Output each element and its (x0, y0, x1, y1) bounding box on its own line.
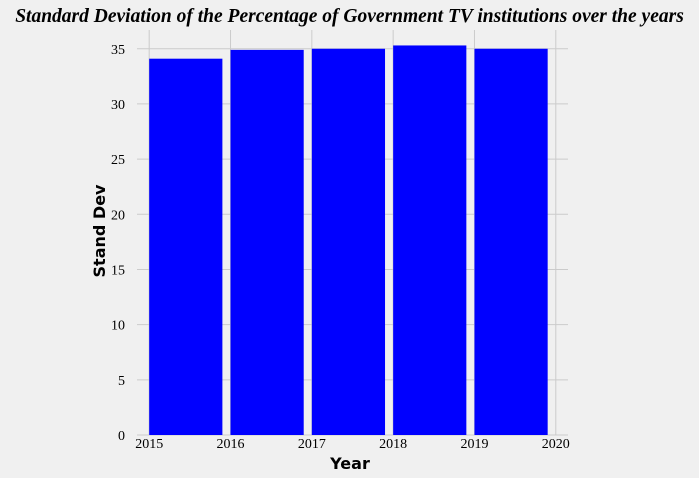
bar-2016 (230, 49, 304, 435)
y-tick-label: 25 (111, 153, 125, 168)
x-tick-labels: 2015 2016 2017 2018 2019 2020 (135, 437, 570, 452)
bar-2019 (474, 48, 548, 435)
bar-2017 (311, 48, 386, 435)
bar-2018 (393, 45, 467, 436)
x-tick-label: 2019 (460, 437, 488, 452)
y-tick-label: 20 (111, 208, 125, 223)
x-tick-label: 2018 (379, 437, 407, 452)
y-tick-label: 10 (111, 319, 125, 334)
chart-title: Standard Deviation of the Percentage of … (15, 6, 684, 27)
y-tick-label: 30 (111, 98, 125, 113)
y-tick-label: 15 (111, 263, 125, 278)
y-tick-label: 35 (111, 43, 125, 58)
bar-2015 (149, 58, 223, 435)
x-tick-label: 2020 (542, 437, 570, 452)
y-tick-label: 0 (118, 429, 125, 444)
bars (149, 45, 548, 436)
x-tick-label: 2017 (298, 437, 326, 452)
x-tick-label: 2015 (135, 437, 163, 452)
x-axis-label: Year (329, 454, 370, 473)
y-axis-label: Stand Dev (90, 184, 109, 278)
y-tick-labels: 0 5 10 15 20 25 30 35 (111, 43, 125, 444)
x-tick-label: 2016 (217, 437, 245, 452)
y-tick-label: 5 (118, 374, 125, 389)
